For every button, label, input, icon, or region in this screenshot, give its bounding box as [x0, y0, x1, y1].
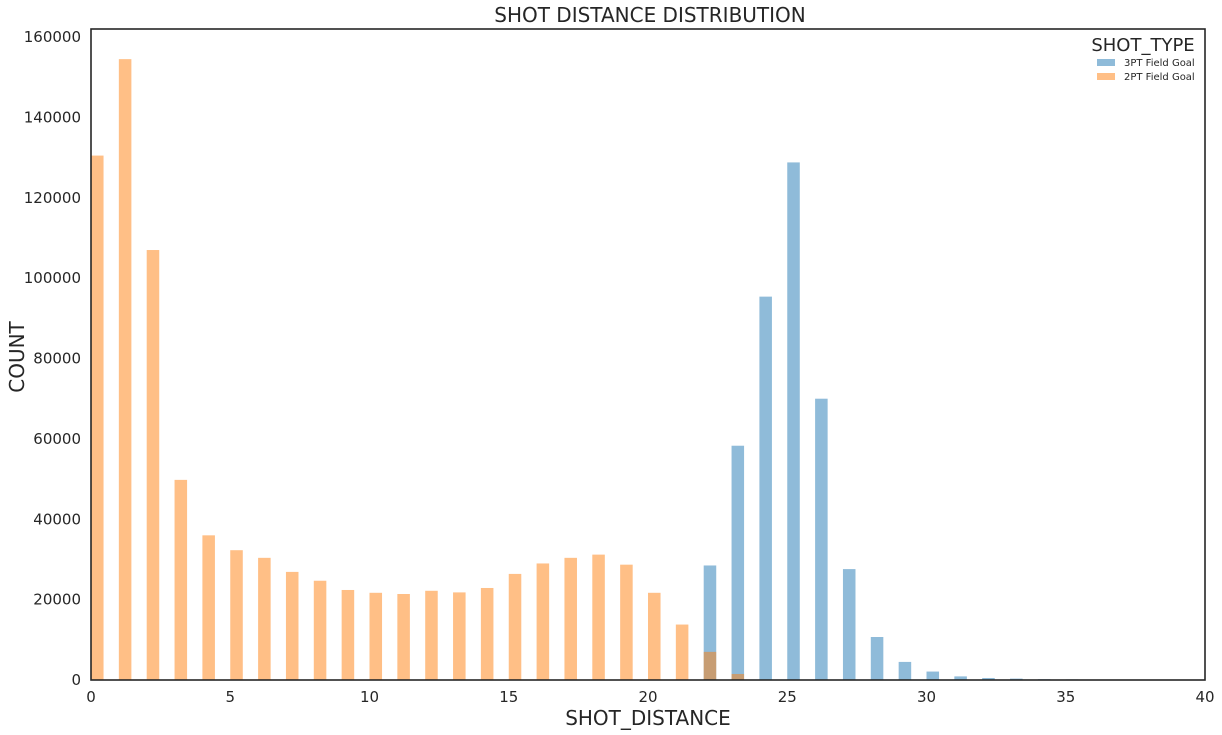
y-tick-label: 160000 — [24, 28, 81, 46]
bar-2pt-20 — [648, 592, 661, 680]
bar-2pt-3 — [174, 479, 188, 680]
bar-2pt-18 — [592, 554, 605, 680]
x-tick-label: 40 — [1195, 688, 1214, 706]
bar-2pt-12 — [425, 590, 438, 680]
bar-3pt-30 — [926, 671, 940, 680]
x-tick-label: 25 — [778, 688, 797, 706]
bar-2pt-13 — [453, 592, 466, 680]
y-axis-ticks: 0 20000 40000 60000 80000 100000 120000 140000 1… — [24, 28, 81, 689]
bar-3pt-24 — [759, 296, 772, 680]
bar-3pt-23 — [731, 445, 745, 680]
plot-area-frame — [90, 28, 1206, 681]
bar-3pt-25 — [787, 162, 800, 681]
y-tick-label: 140000 — [24, 108, 81, 126]
y-tick-label: 80000 — [33, 350, 81, 368]
bar-2pt-15 — [508, 573, 522, 680]
bar-2pt-1 — [118, 59, 132, 680]
bar-2pt-22 — [703, 651, 717, 680]
x-tick-label: 15 — [499, 688, 518, 706]
bar-2pt-14 — [480, 587, 494, 680]
bar-2pt-23 — [731, 673, 745, 680]
y-tick-label: 120000 — [24, 189, 81, 207]
x-axis-ticks: 0 5 10 15 20 25 30 35 40 — [86, 688, 1214, 706]
legend-entry-3pt: 3PT Field Goal — [1124, 58, 1195, 69]
bar-2pt-9 — [341, 589, 355, 680]
bar-3pt-29 — [898, 661, 912, 680]
x-tick-label: 0 — [86, 688, 96, 706]
y-tick-label: 20000 — [33, 591, 81, 609]
legend-entry-2pt: 2PT Field Goal — [1124, 72, 1195, 83]
legend: SHOT_TYPE 3PT Field Goal 2PT Field Goal — [1091, 35, 1194, 83]
bar-2pt-7 — [285, 571, 299, 680]
bar-2pt-16 — [536, 563, 550, 680]
bar-3pt-31 — [954, 676, 967, 680]
bar-2pt-11 — [397, 594, 410, 680]
x-axis-label: SHOT_DISTANCE — [565, 706, 731, 730]
y-tick-label: 0 — [71, 671, 81, 689]
bar-2pt-17 — [564, 557, 577, 680]
bar-2pt-4 — [202, 535, 215, 680]
legend-title: SHOT_TYPE — [1091, 35, 1194, 56]
y-tick-label: 100000 — [24, 269, 81, 287]
y-axis-label: COUNT — [5, 320, 29, 392]
x-tick-label: 5 — [225, 688, 235, 706]
chart-title: SHOT DISTANCE DISTRIBUTION — [494, 3, 806, 27]
legend-swatch-2pt — [1097, 73, 1115, 80]
x-tick-label: 20 — [638, 688, 657, 706]
bar-3pt-32 — [982, 677, 995, 680]
bar-3pt-26 — [815, 398, 828, 680]
bar-2pt-19 — [620, 564, 633, 680]
bar-2pt-8 — [313, 580, 327, 680]
bar-3pt-22 — [703, 565, 717, 680]
bar-2pt-2 — [146, 250, 160, 680]
x-tick-label: 35 — [1056, 688, 1075, 706]
bar-2pt-0 — [91, 155, 104, 681]
bar-2pt-6 — [258, 557, 271, 680]
bar-3pt-27 — [842, 569, 856, 680]
bar-2pt-5 — [230, 550, 243, 680]
bars-group — [91, 59, 1190, 681]
y-tick-label: 40000 — [33, 510, 81, 528]
x-tick-label: 30 — [917, 688, 936, 706]
legend-swatch-3pt — [1097, 59, 1115, 66]
bar-3pt-28 — [870, 637, 884, 680]
x-tick-label: 10 — [360, 688, 379, 706]
y-tick-label: 60000 — [33, 430, 81, 448]
bar-2pt-10 — [369, 592, 383, 680]
bar-2pt-21 — [675, 624, 689, 680]
